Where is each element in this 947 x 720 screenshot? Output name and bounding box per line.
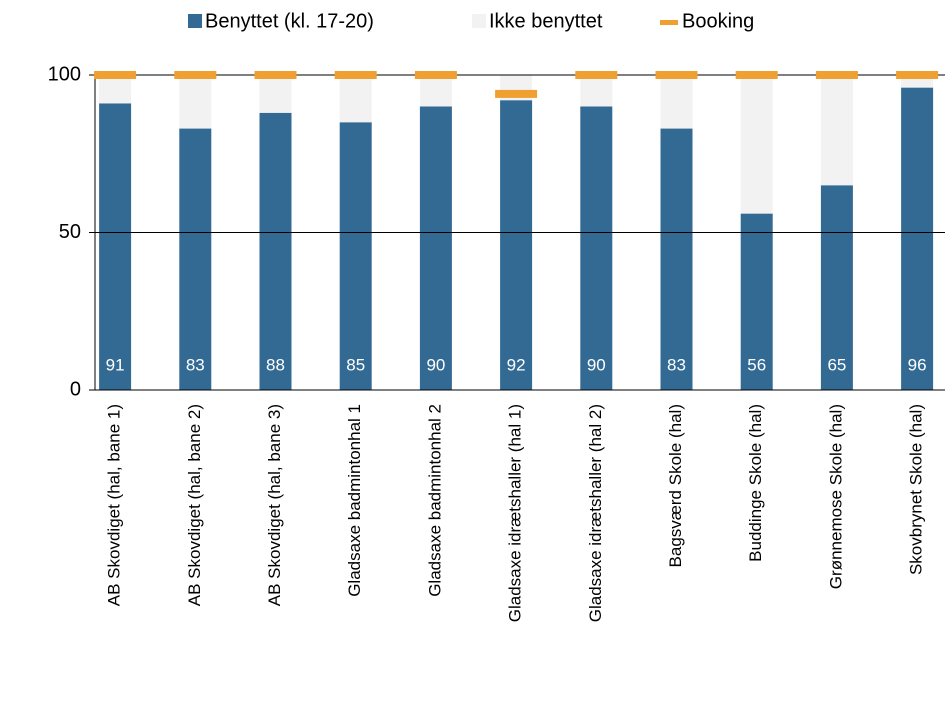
bar-segment bbox=[259, 75, 292, 113]
booking-marker bbox=[414, 71, 457, 79]
booking-marker bbox=[94, 71, 137, 79]
bar-segment bbox=[820, 185, 853, 390]
x-tick-label: Grønnemose Skole (hal) bbox=[826, 404, 845, 589]
bar-segment bbox=[740, 75, 773, 214]
x-tick-label: Buddinge Skole (hal) bbox=[746, 404, 765, 562]
bar-segment bbox=[660, 75, 693, 129]
bar-segment bbox=[580, 75, 613, 107]
y-tick-label: 100 bbox=[48, 63, 81, 85]
data-label: 90 bbox=[587, 355, 606, 374]
bar-segment bbox=[740, 213, 773, 390]
data-label: 85 bbox=[346, 355, 365, 374]
booking-marker bbox=[655, 71, 698, 79]
booking-marker bbox=[815, 71, 858, 79]
booking-marker bbox=[735, 71, 778, 79]
data-label: 56 bbox=[747, 355, 766, 374]
legend-label: Benyttet (kl. 17-20) bbox=[205, 10, 374, 32]
booking-marker bbox=[254, 71, 297, 79]
legend-label: Booking bbox=[682, 10, 754, 32]
x-tick-label: Bagsværd Skole (hal) bbox=[666, 404, 685, 567]
x-tick-label: AB Skovdiget (hal, bane 1) bbox=[105, 404, 124, 606]
x-tick-label: Skovbrynet Skole (hal) bbox=[907, 404, 926, 575]
data-label: 92 bbox=[507, 355, 526, 374]
y-tick-label: 0 bbox=[70, 378, 81, 400]
x-tick-label: Gladsaxe idrætshaller (hal 1) bbox=[506, 404, 525, 622]
bar-segment bbox=[339, 75, 372, 123]
bar-segment bbox=[580, 106, 613, 390]
legend-swatch bbox=[472, 14, 486, 28]
x-tick-label: Gladsaxe badmintonhal 2 bbox=[425, 404, 444, 597]
legend-swatch bbox=[660, 20, 678, 25]
x-tick-label: Gladsaxe badmintonhal 1 bbox=[345, 404, 364, 597]
bar-segment bbox=[901, 87, 934, 390]
data-label: 65 bbox=[827, 355, 846, 374]
bar-segment bbox=[339, 122, 372, 390]
bar-segment bbox=[259, 112, 292, 391]
data-label: 96 bbox=[908, 355, 927, 374]
bar-segment bbox=[179, 128, 212, 391]
booking-marker bbox=[495, 89, 538, 98]
booking-marker bbox=[334, 71, 377, 79]
bar-segment bbox=[820, 75, 853, 186]
data-label: 83 bbox=[667, 355, 686, 374]
legend-label: Ikke benyttet bbox=[489, 10, 603, 32]
data-label: 83 bbox=[186, 355, 205, 374]
booking-marker bbox=[896, 71, 939, 79]
bar-segment bbox=[99, 103, 132, 390]
bar-segment bbox=[419, 106, 452, 390]
bar-segment bbox=[660, 128, 693, 391]
legend-swatch bbox=[188, 14, 202, 28]
x-tick-label: AB Skovdiget (hal, bane 3) bbox=[265, 404, 284, 606]
x-tick-label: AB Skovdiget (hal, bane 2) bbox=[185, 404, 204, 606]
y-tick-label: 50 bbox=[59, 221, 81, 243]
bar-segment bbox=[500, 100, 533, 390]
booking-marker bbox=[575, 71, 618, 79]
x-tick-label: Gladsaxe idrætshaller (hal 2) bbox=[586, 404, 605, 622]
data-label: 90 bbox=[426, 355, 445, 374]
bar-segment bbox=[179, 75, 212, 129]
bar-segment bbox=[419, 75, 452, 107]
data-label: 88 bbox=[266, 355, 285, 374]
data-label: 91 bbox=[106, 355, 125, 374]
booking-marker bbox=[174, 71, 217, 79]
bar-segment bbox=[99, 75, 132, 104]
